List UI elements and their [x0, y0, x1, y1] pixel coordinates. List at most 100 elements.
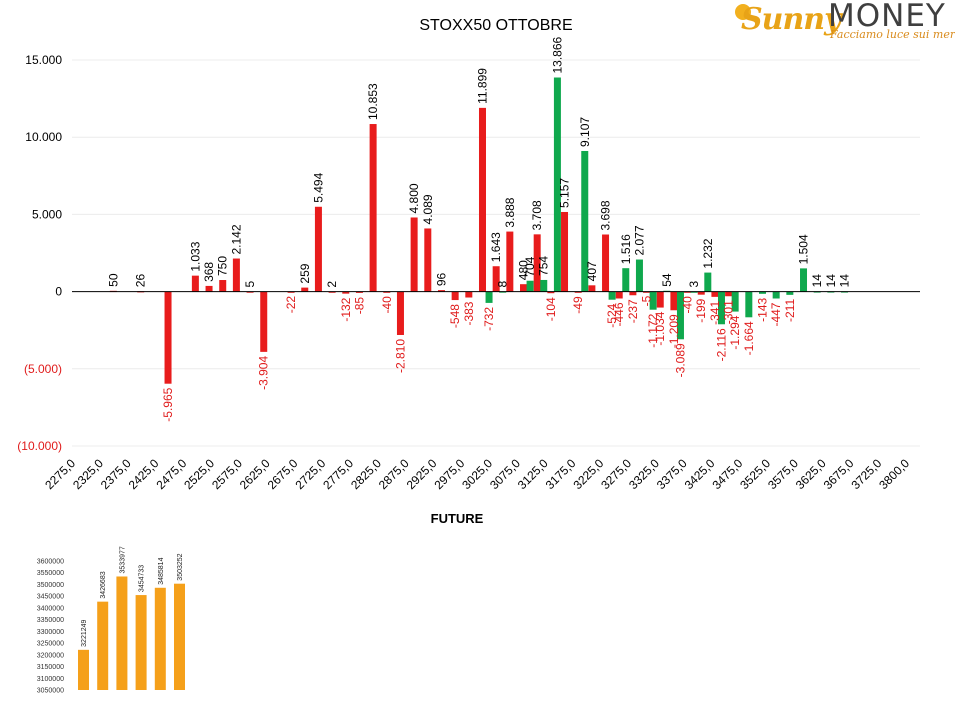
bar	[758, 291, 766, 294]
mini-y-tick-label: 3300000	[37, 629, 64, 636]
x-tick-label: 2875,0	[376, 456, 412, 492]
data-label: -3.904	[257, 356, 271, 390]
bar	[676, 291, 684, 340]
bar	[260, 291, 268, 352]
data-label: 3.698	[599, 200, 613, 230]
chart-title: STOXX50 OTTOBRE	[419, 17, 572, 34]
x-tick-label: 3075,0	[487, 456, 523, 492]
data-label: 754	[537, 256, 551, 276]
data-label: -237	[626, 299, 640, 323]
x-tick-label: 3625,0	[793, 456, 829, 492]
x-tick-label: 3675,0	[821, 456, 857, 492]
y-tick-label: 10.000	[25, 130, 62, 144]
x-tick-label: 2925,0	[404, 456, 440, 492]
x-tick-label: 3375,0	[654, 456, 690, 492]
mini-data-label: 3533977	[119, 546, 126, 573]
x-tick-label: 3575,0	[765, 456, 801, 492]
data-label: -5.965	[161, 387, 175, 421]
bar	[478, 107, 486, 292]
mini-y-tick-label: 3150000	[37, 664, 64, 671]
data-label: -2.116	[714, 328, 728, 361]
data-label: 3.708	[530, 200, 544, 230]
bar	[342, 291, 350, 294]
data-label: 368	[202, 262, 216, 282]
bar	[745, 291, 753, 318]
y-tick-label: 0	[55, 285, 62, 299]
bar	[717, 291, 725, 325]
data-label: -1.209	[667, 314, 681, 348]
bar	[437, 290, 445, 292]
data-label: 1.232	[701, 238, 715, 268]
mini-y-tick-label: 3400000	[37, 605, 64, 612]
x-tick-label: 2575,0	[209, 456, 245, 492]
x-tick-label: 2375,0	[98, 456, 134, 492]
data-label: 14	[810, 274, 824, 288]
data-label: -2.810	[393, 339, 407, 373]
bar	[396, 291, 404, 335]
bar	[629, 291, 637, 296]
brand-logo: Sunny MONEY Facciamo luce sui mercati	[735, 0, 955, 48]
data-label: 10.853	[366, 83, 380, 120]
bar	[553, 77, 561, 292]
data-label: -104	[544, 297, 558, 321]
data-label: 50	[106, 273, 120, 287]
y-tick-label: (5.000)	[24, 362, 62, 376]
mini-y-tick-label: 3350000	[37, 617, 64, 624]
bar	[731, 291, 739, 312]
data-label: -1.664	[742, 321, 756, 355]
bar	[520, 284, 528, 292]
x-tick-label: 2525,0	[181, 456, 217, 492]
bar	[369, 124, 377, 292]
logo-text-money: MONEY	[828, 0, 946, 34]
data-label: 3.888	[503, 197, 517, 227]
bar	[574, 291, 582, 293]
mini-data-label: 3426683	[100, 571, 107, 598]
data-label: -49	[571, 296, 585, 314]
bar	[383, 291, 391, 293]
bar	[219, 280, 227, 292]
bar	[588, 285, 596, 292]
mini-y-tick-label: 3200000	[37, 652, 64, 659]
x-tick-label: 2275,0	[42, 456, 78, 492]
logo-tagline: Facciamo luce sui mercati	[830, 28, 955, 41]
bar	[451, 291, 459, 301]
x-tick-label: 2775,0	[320, 456, 356, 492]
data-label: 8	[496, 280, 510, 287]
data-label: -1.294	[728, 315, 742, 349]
mini-y-tick-label: 3250000	[37, 641, 64, 648]
x-tick-label: 3325,0	[626, 456, 662, 492]
x-tick-label: 3275,0	[598, 456, 634, 492]
bar	[772, 291, 780, 299]
bar	[649, 291, 657, 310]
x-tick-label: 2625,0	[237, 456, 273, 492]
data-label: 1.516	[619, 234, 633, 264]
data-label: -132	[339, 297, 353, 321]
mini-bar	[174, 583, 185, 690]
data-label: -341	[708, 301, 722, 325]
x-tick-label: 3125,0	[515, 456, 551, 492]
bar	[643, 291, 651, 293]
bar	[697, 291, 705, 295]
data-label: 5.157	[558, 178, 572, 208]
y-tick-label: 5.000	[32, 207, 62, 221]
bar	[424, 228, 432, 292]
data-label: 14	[824, 274, 838, 288]
data-label: -3.089	[673, 343, 687, 377]
bar	[635, 259, 643, 292]
data-label: 26	[134, 274, 148, 288]
data-label: -5	[640, 295, 654, 306]
x-tick-label: 3725,0	[848, 456, 884, 492]
data-label: 750	[216, 256, 230, 276]
bar	[786, 291, 794, 295]
data-label: -211	[783, 299, 797, 322]
gridlines	[72, 59, 920, 447]
bar	[506, 231, 514, 292]
bar	[608, 291, 616, 300]
x-tick-label: 3425,0	[682, 456, 718, 492]
x-tick-label: 3175,0	[543, 456, 579, 492]
bar	[314, 206, 322, 292]
bar	[485, 291, 493, 303]
bar	[800, 268, 808, 292]
mini-y-tick-label: 3050000	[37, 688, 64, 695]
data-label: 2	[325, 281, 339, 288]
